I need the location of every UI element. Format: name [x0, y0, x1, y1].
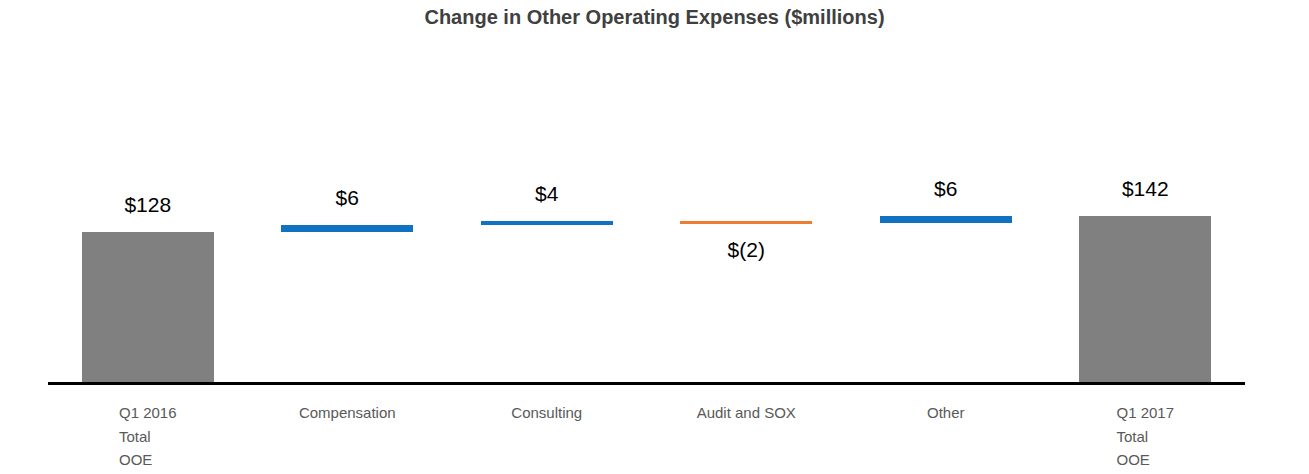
category-label-q1-2016-total-ooe: Q1 2016TotalOOE [48, 401, 248, 472]
data-label-consulting: $4 [447, 181, 647, 207]
category-label-text: Consulting [511, 401, 582, 425]
bar-compensation [281, 225, 413, 232]
bar-q1-2017-total-ooe [1079, 216, 1211, 383]
x-axis-line [48, 382, 1245, 385]
data-label-q1-2017-total-ooe: $142 [1045, 176, 1245, 202]
bar-audit-and-sox [680, 221, 812, 224]
data-label-compensation: $6 [247, 185, 447, 211]
bar-q1-2016-total-ooe [82, 232, 214, 383]
data-label-other: $6 [846, 176, 1046, 202]
category-label-text: Q1 2016TotalOOE [119, 401, 177, 472]
category-label-other: Other [846, 401, 1046, 425]
category-label-text: Audit and SOX [697, 401, 796, 425]
category-label-consulting: Consulting [447, 401, 647, 425]
category-label-q1-2017-total-ooe: Q1 2017TotalOOE [1045, 401, 1245, 472]
bar-other [880, 216, 1012, 223]
data-label-q1-2016-total-ooe: $128 [48, 192, 248, 218]
bar-consulting [481, 221, 613, 226]
category-label-text: Other [927, 401, 965, 425]
category-label-audit-and-sox: Audit and SOX [646, 401, 846, 425]
chart-title: Change in Other Operating Expenses ($mil… [0, 6, 1309, 29]
category-label-text: Compensation [299, 401, 396, 425]
data-label-audit-and-sox: $(2) [646, 237, 846, 263]
category-label-compensation: Compensation [247, 401, 447, 425]
waterfall-chart: Change in Other Operating Expenses ($mil… [0, 0, 1309, 474]
category-label-text: Q1 2017TotalOOE [1116, 401, 1174, 472]
